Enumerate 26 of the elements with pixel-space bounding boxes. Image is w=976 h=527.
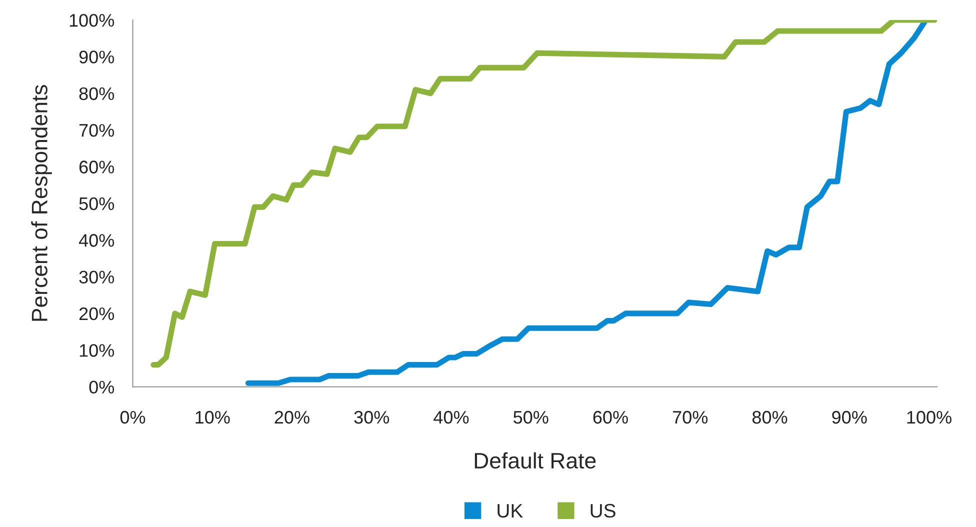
legend-label: UK bbox=[498, 504, 523, 518]
x-tick-label: 0% bbox=[120, 410, 146, 424]
x-axis-title: Default Rate bbox=[474, 452, 596, 469]
x-tick-label: 50% bbox=[514, 410, 548, 424]
y-tick-label: 30% bbox=[79, 270, 114, 284]
legend-label: US bbox=[590, 504, 616, 518]
y-tick-label: 100% bbox=[70, 14, 114, 27]
x-tick-label: 30% bbox=[354, 410, 390, 424]
x-tick-label: 100% bbox=[907, 410, 952, 424]
x-tick-label: 80% bbox=[752, 410, 788, 424]
x-tick-label: 10% bbox=[196, 410, 230, 424]
x-tick-label: 90% bbox=[832, 410, 867, 424]
y-tick-label: 70% bbox=[79, 124, 114, 137]
x-tick-label: 70% bbox=[672, 410, 708, 424]
x-tick-label: 60% bbox=[593, 410, 628, 424]
y-tick-label: 90% bbox=[79, 50, 114, 64]
y-axis-title: Percent of Respondents bbox=[31, 85, 52, 321]
y-tick-label: 20% bbox=[79, 307, 114, 320]
x-tick-label: 40% bbox=[434, 410, 469, 424]
y-tick-label: 0% bbox=[89, 380, 114, 394]
y-tick-label: 10% bbox=[80, 344, 114, 357]
y-tick-label: 40% bbox=[78, 234, 114, 247]
y-tick-label: 60% bbox=[79, 160, 114, 174]
y-tick-label: 80% bbox=[79, 87, 114, 100]
y-tick-label: 50% bbox=[79, 197, 114, 210]
x-tick-label: 20% bbox=[274, 410, 310, 424]
